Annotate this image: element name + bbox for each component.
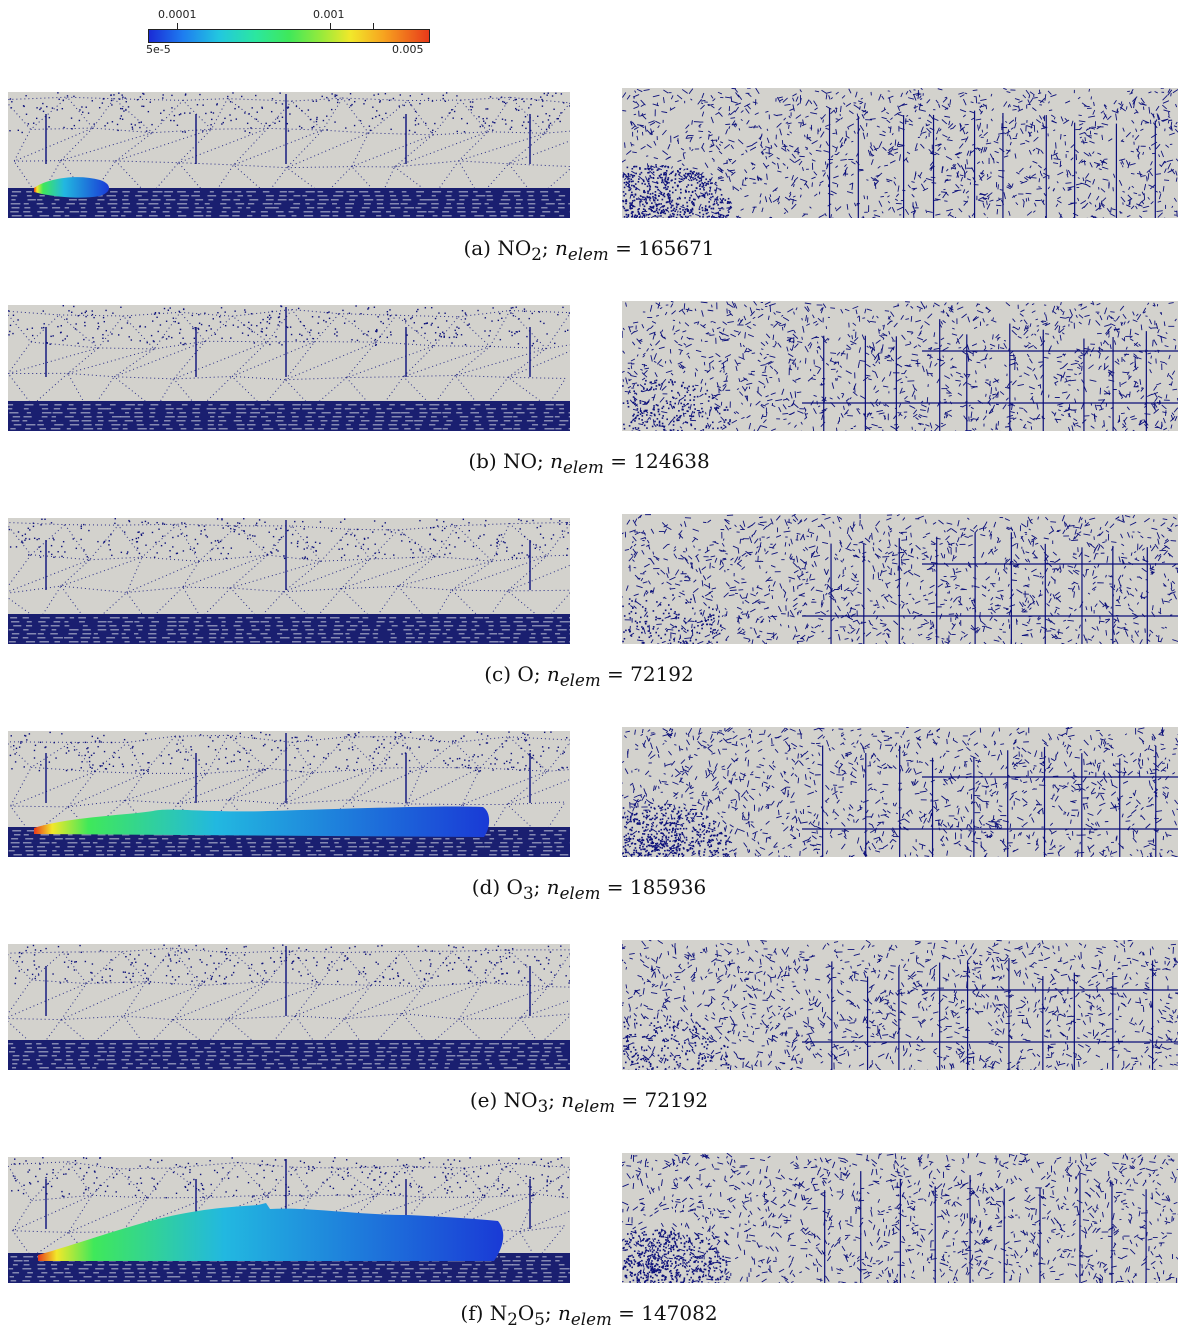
mesh-panel-left	[8, 518, 570, 644]
colorbar-tick-label: 0.0001	[158, 8, 197, 21]
colorbar-max-label: 0.005	[392, 43, 424, 56]
mesh-panel-right	[622, 88, 1178, 218]
colorbar-gradient	[148, 29, 430, 43]
mesh-panel-right	[622, 940, 1178, 1070]
mesh-panel-left	[8, 1157, 570, 1283]
caption-c: (c) O; nelem = 72192	[484, 662, 694, 690]
caption-e: (e) NO3; nelem = 72192	[469, 1088, 709, 1116]
caption-d: (d) O3; nelem = 185936	[471, 875, 707, 903]
caption-b: (b) NO; nelem = 124638	[468, 449, 710, 477]
mesh-panel-right	[622, 727, 1178, 857]
colorbar-tick	[373, 23, 374, 29]
mesh-panel-left	[8, 731, 570, 857]
mesh-panel-right	[622, 514, 1178, 644]
colorbar-min-label: 5e-5	[146, 43, 171, 56]
mesh-panel-right	[622, 301, 1178, 431]
mesh-panel-left	[8, 305, 570, 431]
colorbar-tick	[177, 23, 178, 29]
colorbar-tick-label: 0.001	[313, 8, 345, 21]
colorbar: 0.0001 0.001 5e-5 0.005	[130, 2, 450, 62]
mesh-panel-left	[8, 92, 570, 218]
mesh-panel-left	[8, 944, 570, 1070]
caption-f: (f) N2O5; nelem = 147082	[460, 1301, 718, 1329]
mesh-panel-right	[622, 1153, 1178, 1283]
caption-a: (a) NO2; nelem = 165671	[463, 236, 715, 264]
colorbar-tick	[330, 23, 331, 29]
